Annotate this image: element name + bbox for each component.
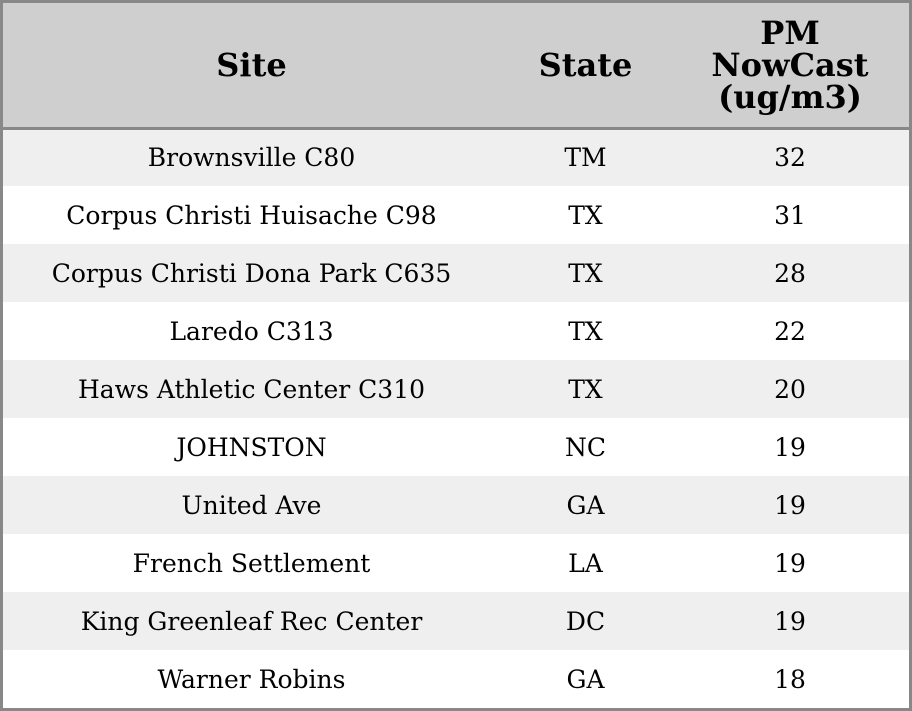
table-header: Site State PM NowCast (ug/m3) [3,3,909,130]
cell-state: LA [568,548,603,578]
cell-pm: 32 [774,143,806,173]
table-row: JOHNSTON NC 19 [3,418,909,476]
cell-site: French Settlement [132,548,371,578]
table-row: Brownsville C80 TM 32 [3,128,909,186]
table-row: Haws Athletic Center C310 TX 20 [3,360,909,418]
cell-pm: 19 [774,548,806,578]
table-row: French Settlement LA 19 [3,534,909,592]
cell-pm: 20 [774,374,806,404]
cell-pm: 28 [774,258,806,288]
cell-pm: 19 [774,606,806,636]
cell-state: TX [568,200,603,230]
cell-site: Brownsville C80 [147,143,356,173]
column-header-pm-line-1: PM [760,13,820,52]
column-header-pm-line-2: NowCast [711,45,869,84]
cell-pm: 19 [774,432,806,462]
cell-site: King Greenleaf Rec Center [80,606,423,636]
cell-site: Corpus Christi Dona Park C635 [51,258,452,288]
cell-state: TX [568,374,603,404]
cell-site: Haws Athletic Center C310 [77,374,426,404]
cell-site: United Ave [181,490,322,520]
cell-site: Corpus Christi Huisache C98 [66,200,437,230]
table-row: Corpus Christi Dona Park C635 TX 28 [3,244,909,302]
cell-state: TM [564,143,607,173]
cell-site: Laredo C313 [169,316,334,346]
cell-state: DC [565,606,606,636]
cell-site: JOHNSTON [176,432,327,462]
table-row: Corpus Christi Huisache C98 TX 31 [3,186,909,244]
column-header-state: State [500,3,671,130]
cell-pm: 19 [774,490,806,520]
cell-state: TX [568,316,603,346]
table-row: Warner Robins GA 18 [3,650,909,708]
cell-state: NC [564,432,606,462]
header-row: Site State PM NowCast (ug/m3) [3,3,909,130]
table-row: Laredo C313 TX 22 [3,302,909,360]
cell-site: Warner Robins [157,664,346,694]
data-table: Site State PM NowCast (ug/m3) Brownsvill… [3,3,909,708]
cell-pm: 18 [774,664,806,694]
cell-state: TX [568,258,603,288]
cell-pm: 22 [774,316,806,346]
cell-state: GA [566,490,605,520]
table-body: Brownsville C80 TM 32 Corpus Christi Hui… [3,128,909,708]
column-header-site: Site [3,3,500,130]
table-row: United Ave GA 19 [3,476,909,534]
column-header-pm-nowcast: PM NowCast (ug/m3) [671,3,909,130]
table-row: King Greenleaf Rec Center DC 19 [3,592,909,650]
cell-pm: 31 [774,200,806,230]
column-header-pm-line-3: (ug/m3) [718,77,862,116]
cell-state: GA [566,664,605,694]
